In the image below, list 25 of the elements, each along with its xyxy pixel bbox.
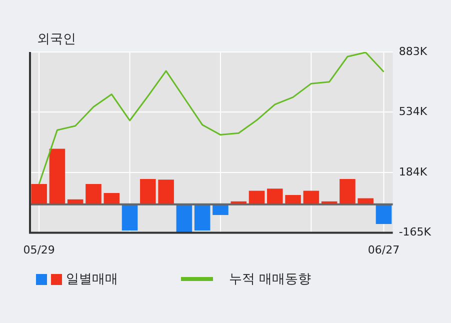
bar	[267, 188, 283, 204]
bar	[31, 184, 47, 204]
bar	[86, 184, 102, 204]
bar	[140, 178, 156, 204]
x-tick-label: 05/29	[23, 243, 55, 256]
bar	[248, 190, 265, 204]
bar	[104, 192, 120, 204]
legend-label: 누적 매매동향	[229, 271, 312, 288]
y-tick-label: 184K	[398, 165, 428, 178]
bar	[340, 178, 356, 204]
bar	[285, 195, 301, 204]
legend-label: 일별매매	[66, 271, 118, 288]
chart-title: 외국인	[37, 31, 76, 48]
y-tick-label: 883K	[398, 44, 428, 58]
bar	[194, 204, 210, 231]
bar	[212, 204, 228, 216]
bar	[303, 190, 320, 204]
y-tick-label: -165K	[398, 226, 432, 239]
bar	[122, 204, 138, 231]
bar	[176, 204, 192, 232]
bar	[49, 148, 66, 204]
bar	[376, 204, 392, 224]
bar	[158, 180, 174, 204]
y-tick-label: 534K	[398, 105, 428, 118]
x-tick-label: 06/27	[368, 243, 400, 256]
